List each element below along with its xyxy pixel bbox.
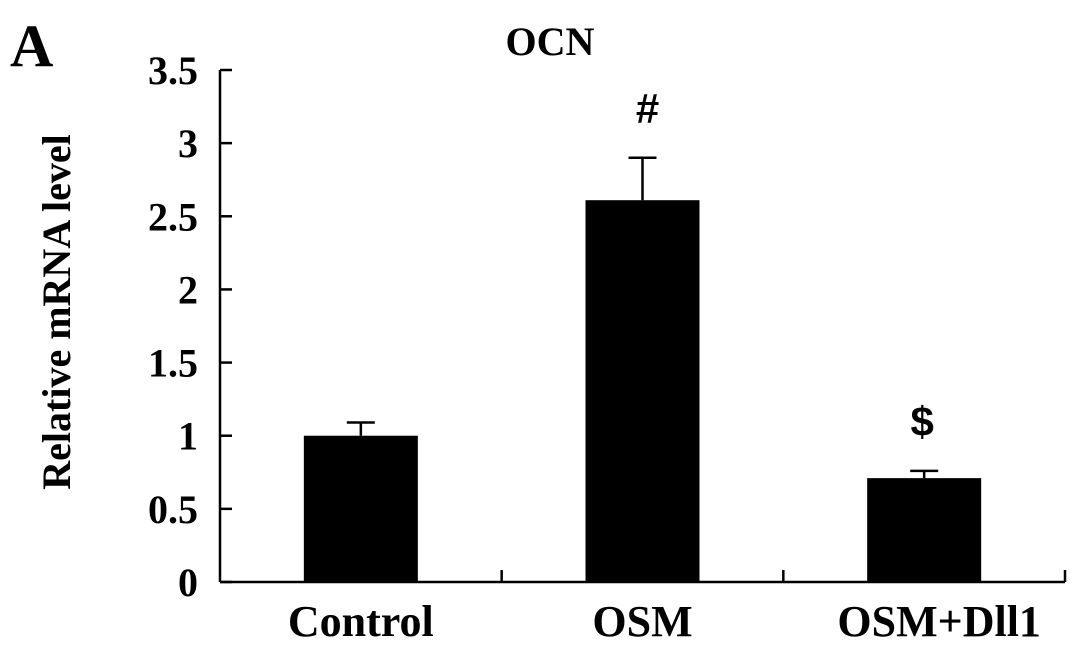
y-tick-label: 3.5 <box>148 48 198 93</box>
significance-marker: # <box>636 85 659 132</box>
x-tick-label: OSM+Dll1 <box>837 597 1041 646</box>
bar-osm-dll1 <box>867 478 982 582</box>
y-tick-label: 1 <box>178 414 198 459</box>
bar-osm <box>585 200 700 583</box>
bar-control <box>303 435 418 582</box>
x-tick-label: Control <box>288 597 434 646</box>
y-tick-label: 3 <box>178 121 198 166</box>
plot-area: 0 0.5 1 1.5 2 2.5 3 3.5 Control # OSM $ OSM+Dll1 <box>148 48 1067 646</box>
significance-marker: $ <box>910 398 933 445</box>
chart-title: OCN <box>506 19 595 64</box>
y-tick-label: 2 <box>178 267 198 312</box>
x-tick-label: OSM <box>592 597 692 646</box>
panel-label: A <box>10 13 53 79</box>
y-tick-label: 0.5 <box>148 487 198 532</box>
y-tick-label: 1.5 <box>148 341 198 386</box>
y-axis-label: Relative mRNA level <box>34 134 79 489</box>
y-tick-label: 0 <box>178 560 198 605</box>
y-tick-label: 2.5 <box>148 194 198 239</box>
